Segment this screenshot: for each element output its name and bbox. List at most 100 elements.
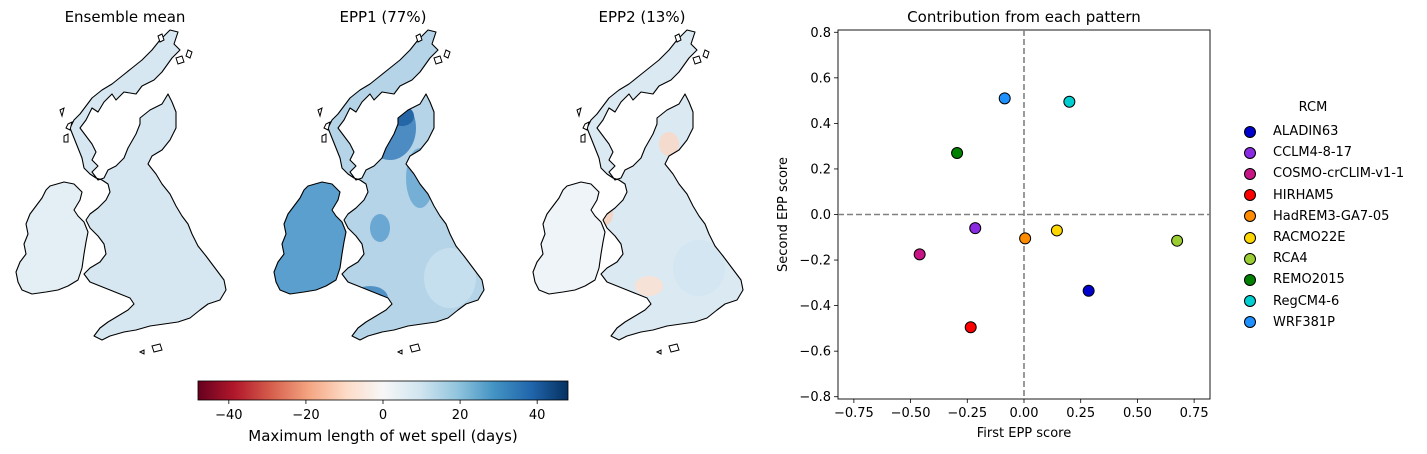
scatter-plot: −0.75 −0.50 −0.25 0.00 0.25 0.50 0.75 −0.8 −0.6 −… (776, 26, 1211, 441)
point-regcm4-6 (1063, 95, 1076, 108)
legend-marker (1244, 146, 1256, 159)
legend-item: RACMO22E (1238, 227, 1427, 248)
legend-label: RegCM4-6 (1273, 293, 1340, 309)
field-patch (659, 132, 679, 156)
island-outline (65, 121, 73, 131)
legend-item: HadREM3-GA7-05 (1238, 206, 1427, 227)
legend-title: RCM (1298, 100, 1328, 115)
map-title-epp1: EPP1 (77%) (339, 8, 427, 26)
map-epp2 (532, 29, 744, 355)
x-tick-label: −0.50 (891, 406, 931, 421)
scatter-title: Contribution from each pattern (907, 8, 1141, 26)
island-outline (157, 33, 165, 43)
legend-item: CCLM4-8-17 (1238, 142, 1427, 163)
island-outline (580, 133, 586, 143)
legend-label: RACMO22E (1273, 230, 1346, 246)
legend-label: HadREM3-GA7-05 (1273, 208, 1390, 224)
y-tick-label: −0.8 (799, 390, 831, 405)
field-patch (619, 104, 655, 144)
legend-item: RCA4 (1238, 248, 1427, 269)
island-outline (655, 349, 662, 355)
field-patch (424, 248, 476, 308)
island-outline (323, 121, 331, 131)
legend-label: ALADIN63 (1273, 124, 1339, 140)
map-title-epp2: EPP2 (13%) (598, 8, 686, 26)
x-tick-label: −0.75 (834, 406, 874, 421)
colorbar-tick-label: −20 (292, 408, 319, 423)
x-tick-label: 0.50 (1123, 406, 1152, 421)
legend-marker (1244, 210, 1256, 223)
island-outline (433, 55, 443, 65)
legend-marker (1244, 125, 1256, 138)
legend-label: RCA4 (1273, 251, 1308, 267)
colorbar-gradient (197, 380, 569, 401)
point-wrf381p (998, 92, 1011, 105)
y-tick-label: 0.8 (810, 26, 831, 41)
y-tick-label: −0.2 (799, 254, 831, 269)
field-patch (635, 276, 663, 296)
legend-marker (1244, 252, 1256, 265)
island-outline (582, 121, 590, 131)
colorbar-tick-label: −40 (215, 408, 242, 423)
y-tick-label: −0.6 (799, 345, 831, 360)
y-tick-label: 0.2 (810, 162, 831, 177)
britain-fill (587, 30, 743, 340)
point-remo2015 (951, 147, 964, 159)
x-axis-label: First EPP score (977, 426, 1071, 441)
legend-marker (1244, 295, 1256, 308)
field-patch (673, 240, 725, 296)
y-tick-label: −0.4 (799, 299, 831, 314)
island-outline (692, 55, 702, 65)
x-tick-label: 0.00 (1010, 406, 1039, 421)
island-outline (668, 343, 680, 353)
legend-item: COSMO-crCLIM-v1-1 (1238, 163, 1427, 184)
map-title-ensemble-mean: Ensemble mean (64, 8, 186, 26)
colorbar-tick-label: 20 (452, 408, 469, 423)
legend: RCM ALADIN63 CCLM4-8-17 COSMO-crCLIM-v1-1 H… (1238, 100, 1427, 333)
legend-label: CCLM4-8-17 (1273, 145, 1353, 161)
legend-marker (1244, 273, 1256, 286)
field-patch (406, 148, 434, 208)
legend-item: HIRHAM5 (1238, 185, 1427, 206)
island-outline (59, 107, 65, 118)
field-patch (364, 96, 416, 160)
legend-item: RegCM4-6 (1238, 291, 1427, 312)
point-cosmo-crclim-v1-1 (913, 248, 926, 261)
britain-fill (70, 30, 226, 340)
island-outline (321, 133, 327, 143)
ireland-fill (533, 182, 605, 294)
island-outline (151, 343, 163, 353)
colorbar-tick-label: 40 (529, 408, 546, 423)
ireland-fill (16, 182, 88, 294)
field-patch (370, 214, 390, 242)
map-epp1 (273, 29, 485, 355)
colorbar-tick-label: 0 (379, 408, 387, 423)
point-aladin63 (1082, 284, 1095, 297)
legend-marker (1244, 167, 1256, 180)
ireland-coastline (273, 181, 347, 295)
y-tick-label: 0.6 (810, 71, 831, 86)
point-hadrem3-ga7-05 (1019, 232, 1032, 245)
island-outline (317, 107, 323, 118)
legend-label: REMO2015 (1273, 272, 1345, 288)
point-racmo22e (1050, 224, 1063, 237)
legend-marker (1244, 316, 1256, 329)
y-tick-label: 0.0 (810, 208, 831, 223)
island-outline (443, 49, 451, 59)
y-axis-label: Second EPP score (776, 157, 791, 272)
britain-coastline (327, 29, 485, 341)
island-outline (185, 49, 193, 59)
island-outline (576, 107, 582, 118)
britain-coastline (69, 29, 227, 341)
island-outline (674, 33, 682, 43)
legend-label: COSMO-crCLIM-v1-1 (1273, 166, 1405, 182)
legend-items: ALADIN63 CCLM4-8-17 COSMO-crCLIM-v1-1 HIRHA… (1238, 121, 1427, 333)
point-hirham5 (964, 321, 977, 334)
island-outline (396, 349, 403, 355)
britain-coastline (586, 29, 744, 341)
island-outline (138, 349, 145, 355)
island-outline (415, 33, 423, 43)
legend-item: REMO2015 (1238, 269, 1427, 290)
colorbar-ticks: −40 −20 0 20 40 (215, 400, 545, 423)
colorbar-label: Maximum length of wet spell (days) (248, 427, 518, 445)
